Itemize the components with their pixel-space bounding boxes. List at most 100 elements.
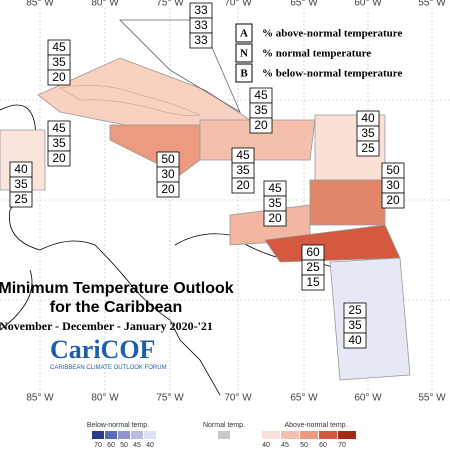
legend-key: B bbox=[240, 68, 248, 80]
region-below: 20 bbox=[161, 182, 175, 196]
region-above: 45 bbox=[254, 88, 268, 102]
region-normal: 35 bbox=[361, 126, 375, 140]
region-above: 50 bbox=[161, 152, 175, 166]
lon-label: 60° W bbox=[354, 393, 382, 404]
legend: A N B % above-normal temperature % norma… bbox=[235, 23, 402, 83]
region-above: 45 bbox=[236, 148, 250, 162]
region-above: 50 bbox=[386, 163, 400, 177]
colorbar-tick: 40 bbox=[262, 442, 270, 449]
colorbar-title: Above-normal temp. bbox=[284, 422, 347, 429]
colorbar-swatch bbox=[262, 431, 280, 439]
region-below: 40 bbox=[348, 333, 362, 347]
colorbar-swatch bbox=[300, 431, 318, 439]
colorbar-tick: 40 bbox=[146, 442, 154, 449]
region-below: 20 bbox=[254, 118, 268, 132]
colorbar-tick: 50 bbox=[120, 442, 128, 449]
region-below: 25 bbox=[361, 141, 375, 155]
region-box-cell bbox=[343, 332, 367, 349]
lon-label: 80° W bbox=[91, 393, 119, 404]
lon-label: 70° W bbox=[224, 0, 252, 9]
region-box-cell bbox=[356, 140, 380, 157]
region-box-cell bbox=[301, 274, 325, 291]
legend-key-box bbox=[235, 43, 253, 63]
region-box-cell bbox=[156, 181, 180, 198]
lon-label: 70° W bbox=[224, 393, 252, 404]
colorbar-swatch bbox=[338, 431, 356, 439]
colorbar-swatch bbox=[92, 431, 104, 439]
region-below: 15 bbox=[306, 275, 320, 289]
title-line: for the Caribbean bbox=[50, 299, 182, 316]
region-below: 20 bbox=[236, 178, 250, 192]
colorbar-tick: 60 bbox=[319, 442, 327, 449]
colorbar-tick: 70 bbox=[94, 442, 102, 449]
lon-label: 80° W bbox=[91, 0, 119, 9]
legend-label: % normal temperature bbox=[262, 48, 371, 60]
colorbar-swatch bbox=[131, 431, 143, 439]
colorbar-swatch bbox=[319, 431, 337, 439]
region-box-cell bbox=[47, 150, 71, 167]
lon-label: 60° W bbox=[354, 0, 382, 9]
colorbar-tick: 70 bbox=[338, 442, 346, 449]
region-below: 25 bbox=[14, 192, 28, 206]
region-above: 40 bbox=[14, 162, 28, 176]
legend-label: % below-normal temperature bbox=[262, 68, 402, 80]
region-above: 45 bbox=[52, 40, 66, 54]
region-box-cell bbox=[47, 69, 71, 86]
region-normal: 33 bbox=[194, 18, 208, 32]
region-box-cell bbox=[381, 192, 405, 209]
region-below: 20 bbox=[52, 151, 66, 165]
longitude-labels: 85° W 85° W 80° W 80° W 75° W 75° W 70° W 70° W… bbox=[26, 0, 446, 404]
lon-label: 55° W bbox=[418, 393, 446, 404]
colorbar-swatch bbox=[218, 431, 230, 439]
region-normal: 35 bbox=[14, 177, 28, 191]
region-normal: 35 bbox=[52, 136, 66, 150]
legend-label: % above-normal temperature bbox=[262, 28, 402, 40]
region-normal: 35 bbox=[254, 103, 268, 117]
lon-label: 55° W bbox=[418, 0, 446, 9]
colorbar-swatch bbox=[281, 431, 299, 439]
lon-label: 85° W bbox=[26, 0, 54, 9]
colorbar-tick: 45 bbox=[133, 442, 141, 449]
lon-label: 65° W bbox=[290, 393, 318, 404]
region-above: 45 bbox=[268, 181, 282, 195]
region-boxes: 4535203333334535204035255030204535204535… bbox=[9, 2, 405, 349]
region-box-cell bbox=[231, 177, 255, 194]
legend-key: N bbox=[240, 48, 248, 60]
lon-label: 85° W bbox=[26, 393, 54, 404]
region-normal: 35 bbox=[268, 196, 282, 210]
region-above: 25 bbox=[348, 303, 362, 317]
colorbar: Below-normal temp. Normal temp. Above-norm… bbox=[87, 422, 356, 449]
region-box-cell bbox=[189, 32, 213, 49]
legend-key-box bbox=[235, 23, 253, 43]
title-line: Minimum Temperature Outlook bbox=[0, 280, 234, 297]
colorbar-tick: 50 bbox=[300, 442, 308, 449]
colorbar-title: Below-normal temp. bbox=[87, 422, 149, 429]
logo-subtitle: CARIBBEAN CLIMATE OUTLOOK FORUM bbox=[50, 365, 167, 371]
region-above: 33 bbox=[194, 3, 208, 17]
region-above: 45 bbox=[52, 121, 66, 135]
region-box-cell bbox=[9, 191, 33, 208]
region-normal: 35 bbox=[52, 55, 66, 69]
colorbar-title: Normal temp. bbox=[203, 422, 245, 429]
region-above: 40 bbox=[361, 111, 375, 125]
region-box-cell bbox=[249, 117, 273, 134]
lon-label: 75° W bbox=[156, 393, 184, 404]
region-below: 20 bbox=[386, 193, 400, 207]
region-normal: 30 bbox=[161, 167, 175, 181]
region-above: 60 bbox=[306, 245, 320, 259]
region-normal: 35 bbox=[348, 318, 362, 332]
lon-label: 75° W bbox=[156, 0, 184, 9]
region-normal: 25 bbox=[306, 260, 320, 274]
region-box-cell bbox=[263, 210, 287, 227]
region-below: 20 bbox=[268, 211, 282, 225]
colorbar-tick: 60 bbox=[107, 442, 115, 449]
legend-key-box bbox=[235, 63, 253, 83]
lon-label: 65° W bbox=[290, 0, 318, 9]
colorbar-swatch bbox=[118, 431, 130, 439]
colorbar-swatch bbox=[105, 431, 117, 439]
colorbar-swatch bbox=[144, 431, 156, 439]
region-below: 33 bbox=[194, 33, 208, 47]
logo: CariCOF bbox=[50, 335, 155, 364]
region-normal: 30 bbox=[386, 178, 400, 192]
